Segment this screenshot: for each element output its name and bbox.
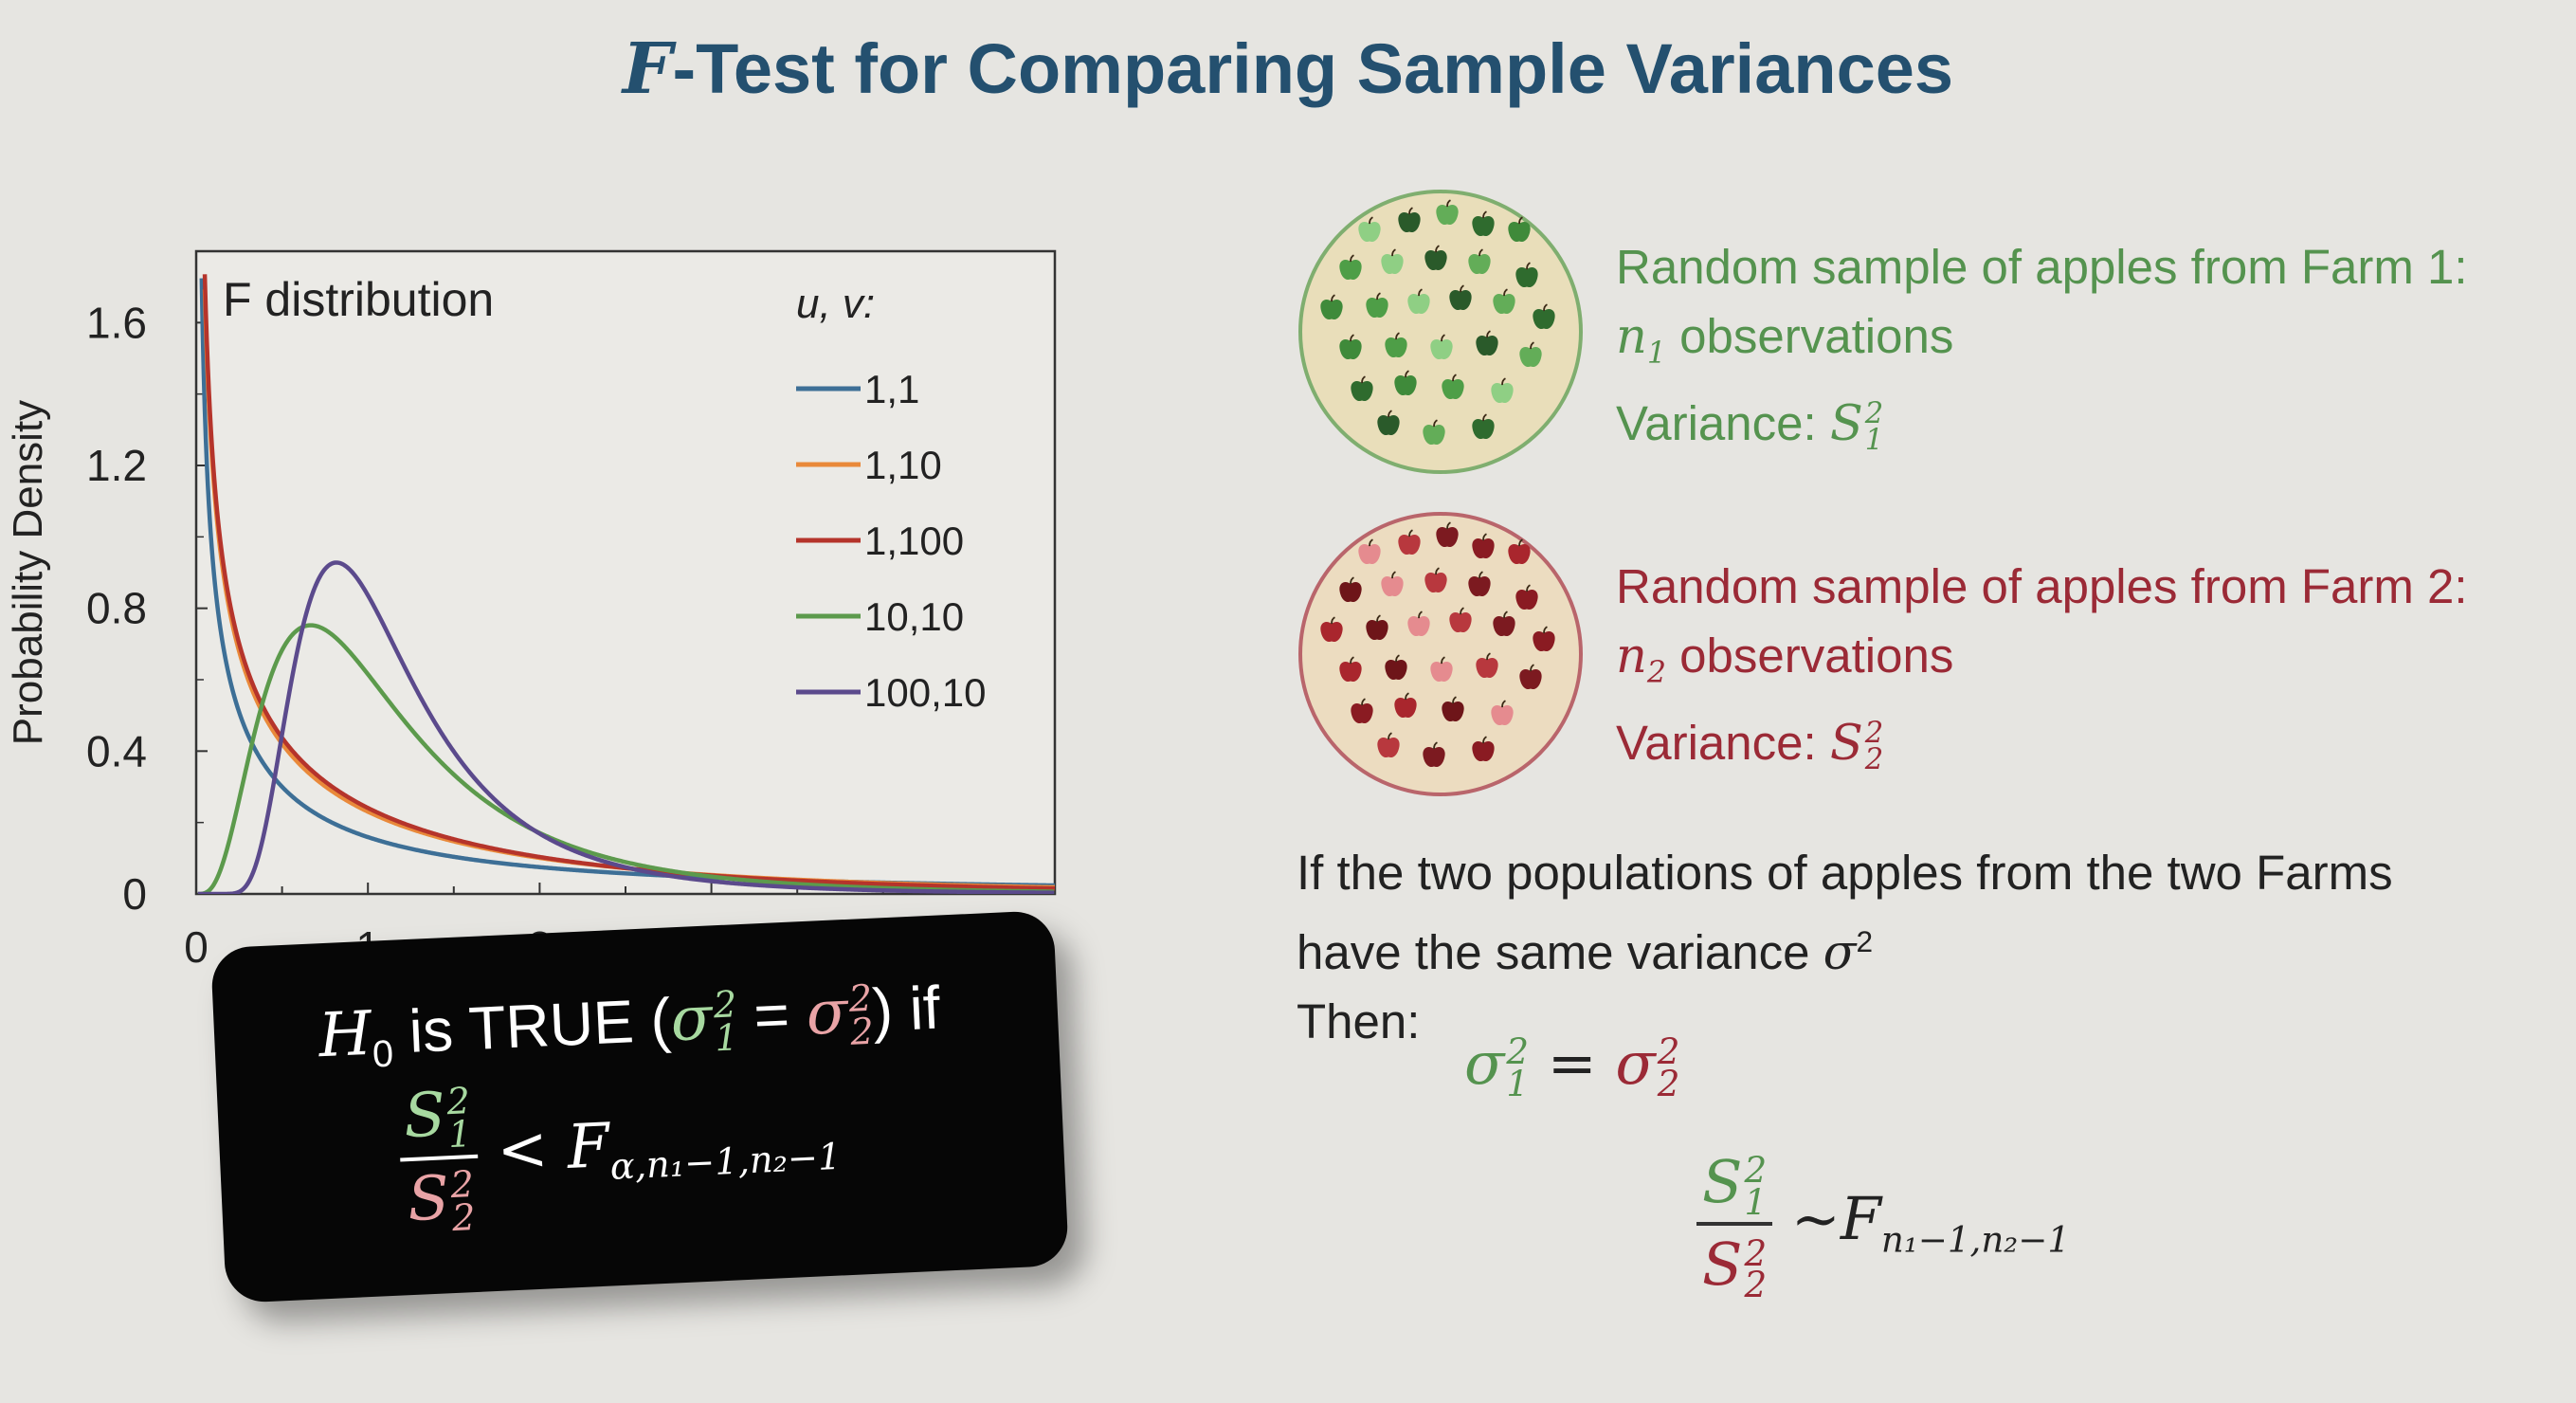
y-tick-label: 1.6 (86, 298, 147, 347)
series-line-100-10 (197, 560, 1055, 894)
farm2-description: Random sample of apples from Farm 2: n2 … (1616, 552, 2468, 778)
legend-label: 100,10 (864, 670, 986, 715)
legend-title: u, v: (796, 281, 875, 327)
y-tick-label: 1.2 (86, 441, 147, 490)
y-axis-label: Probability Density (5, 400, 51, 745)
hypothesis-line: H0 is TRUE (σ 2 1 = σ 2 2) if (317, 973, 942, 1076)
chart-title: F distribution (223, 273, 494, 326)
legend-label: 1,100 (864, 519, 964, 563)
plate-circle (1298, 512, 1583, 796)
plot-frame (194, 249, 1057, 896)
farm1-description: Random sample of apples from Farm 1: n1 … (1616, 232, 2468, 459)
legend-label: 1,10 (864, 443, 942, 487)
plate-circle (1298, 190, 1583, 474)
explanation-line1: If the two populations of apples from th… (1297, 846, 2393, 900)
slide-title: F-Test for Comparing Sample Variances (0, 28, 2576, 110)
legend-label: 1,1 (864, 367, 919, 411)
y-tick-label: 0.4 (86, 726, 147, 775)
y-tick-label: 0 (122, 869, 147, 919)
title-f-symbol: F (622, 28, 673, 110)
legend-label: 10,10 (864, 594, 964, 639)
x-tick-label: 0 (184, 922, 209, 972)
explanation-line3: Then: (1297, 994, 1421, 1048)
farm1-observations: n1 observations (1616, 309, 1954, 372)
farm1-heading: Random sample of apples from Farm 1: (1616, 240, 2468, 294)
title-text: -Test for Comparing Sample Variances (672, 29, 1954, 108)
farm1-apple-plate (1298, 190, 1583, 474)
explanation-line2: have the same variance σ2 (1297, 924, 1874, 981)
explanation-text: If the two populations of apples from th… (1297, 839, 2393, 1056)
farm2-heading: Random sample of apples from Farm 2: (1616, 559, 2468, 613)
y-tick-label: 0.8 (86, 584, 147, 633)
farm2-observations: n2 observations (1616, 629, 1954, 691)
farm2-apple-plate (1298, 512, 1583, 796)
